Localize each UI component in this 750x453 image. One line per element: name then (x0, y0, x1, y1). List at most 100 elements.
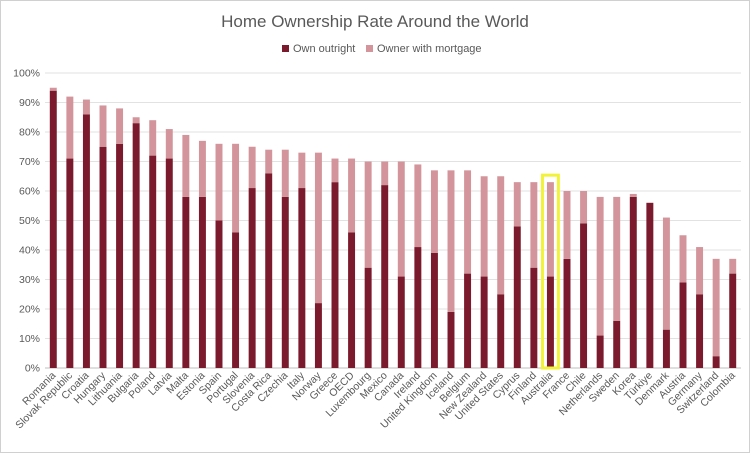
bar-owner-with-mortgage (314, 152, 322, 304)
bar-own-outright (447, 311, 455, 368)
bar-owner-with-mortgage (49, 87, 57, 91)
bar-own-outright (480, 276, 488, 368)
bar-own-outright (397, 276, 405, 368)
y-tick-label: 100% (13, 68, 40, 80)
bar-own-outright (629, 196, 637, 368)
bar-owner-with-mortgage (348, 158, 356, 233)
y-tick-label: 40% (19, 245, 40, 257)
bar-owner-with-mortgage (430, 170, 438, 253)
y-tick-label: 10% (19, 333, 40, 345)
bar-owner-with-mortgage (248, 146, 256, 189)
y-tick-label: 70% (19, 156, 40, 168)
bar-own-outright (381, 185, 389, 368)
bar-own-outright (530, 267, 538, 368)
chart-title: Home Ownership Rate Around the World (221, 12, 529, 31)
bar-own-outright (662, 329, 670, 368)
bar-owner-with-mortgage (414, 164, 422, 248)
highlight-box (540, 173, 560, 370)
bar-own-outright (49, 90, 57, 368)
bar-own-outright (66, 158, 74, 368)
y-tick-label: 60% (19, 186, 40, 198)
bar-owner-with-mortgage (712, 258, 720, 357)
bar-owner-with-mortgage (563, 191, 571, 259)
y-tick-label: 30% (19, 274, 40, 286)
bar-owner-with-mortgage (116, 108, 124, 144)
bar-own-outright (331, 182, 339, 368)
bar-owner-with-mortgage (464, 170, 472, 274)
bar-own-outright (281, 196, 289, 368)
bar-owner-with-mortgage (480, 176, 488, 277)
bar-owner-with-mortgage (215, 143, 223, 221)
bar-own-outright (646, 202, 654, 368)
bar-owner-with-mortgage (546, 182, 554, 277)
bar-owner-with-mortgage (364, 161, 372, 268)
bar-own-outright (314, 303, 322, 368)
gridlines (45, 72, 741, 369)
bar-owner-with-mortgage (82, 99, 90, 115)
y-tick-label: 80% (19, 127, 40, 139)
bar-owner-with-mortgage (513, 182, 521, 227)
y-tick-label: 0% (25, 363, 40, 375)
bar-own-outright (430, 252, 438, 368)
bar-own-outright (414, 247, 422, 368)
bar-owner-with-mortgage (66, 96, 74, 159)
bar-owner-with-mortgage (629, 193, 637, 197)
bar-owner-with-mortgage (679, 235, 687, 283)
bar-own-outright (563, 258, 571, 368)
bar-owner-with-mortgage (530, 182, 538, 268)
bar-owner-with-mortgage (613, 196, 621, 321)
bar-own-outright (132, 123, 140, 369)
bar-owner-with-mortgage (596, 196, 604, 336)
y-tick-label: 20% (19, 304, 40, 316)
legend-swatch-own-outright (282, 45, 289, 52)
bar-own-outright (116, 143, 124, 368)
bar-owner-with-mortgage (580, 191, 588, 224)
bar-own-outright (712, 356, 720, 368)
bar-own-outright (613, 320, 621, 368)
bar-owner-with-mortgage (132, 117, 140, 124)
bar-own-outright (298, 188, 306, 368)
bar-owner-with-mortgage (182, 134, 190, 197)
bar-own-outright (232, 232, 240, 368)
bar-own-outright (513, 226, 521, 368)
bar-owner-with-mortgage (232, 143, 240, 233)
bar-own-outright (546, 276, 554, 368)
bar-owner-with-mortgage (729, 258, 737, 274)
bar-own-outright (248, 188, 256, 368)
y-tick-label: 50% (19, 215, 40, 227)
bar-owner-with-mortgage (198, 140, 206, 197)
bar-owner-with-mortgage (331, 158, 339, 183)
bar-own-outright (729, 273, 737, 368)
bar-own-outright (149, 155, 157, 368)
bar-owner-with-mortgage (165, 129, 173, 159)
bar-owner-with-mortgage (397, 161, 405, 277)
bar-own-outright (596, 335, 604, 368)
bar-own-outright (580, 223, 588, 368)
bar-own-outright (348, 232, 356, 368)
y-tick-label: 90% (19, 97, 40, 109)
bar-own-outright (464, 273, 472, 368)
bar-own-outright (679, 282, 687, 368)
y-axis: 0% 10% 20% 30% 40% 50% 60% 70% 80% 90% 100% (13, 68, 40, 375)
legend-label-owner-with-mortgage: Owner with mortgage (377, 43, 482, 55)
bar-owner-with-mortgage (281, 149, 289, 197)
bar-own-outright (182, 196, 190, 368)
bar-owner-with-mortgage (99, 105, 107, 147)
bar-owner-with-mortgage (381, 161, 389, 186)
bar-own-outright (198, 196, 206, 368)
bar-owner-with-mortgage (298, 152, 306, 189)
bar-owner-with-mortgage (662, 217, 670, 330)
bar-own-outright (696, 294, 704, 368)
bar-own-outright (265, 173, 273, 368)
legend-label-own-outright: Own outright (293, 43, 355, 55)
bar-owner-with-mortgage (696, 247, 704, 295)
bar-own-outright (99, 146, 107, 368)
bar-owner-with-mortgage (497, 176, 505, 295)
legend-swatch-owner-with-mortgage (366, 45, 373, 52)
bar-owner-with-mortgage (149, 120, 157, 156)
bar-owner-with-mortgage (447, 170, 455, 312)
bar-own-outright (82, 114, 90, 368)
